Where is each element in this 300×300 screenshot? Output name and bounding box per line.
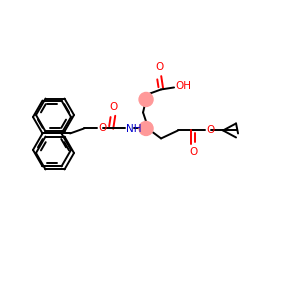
- Text: O: O: [155, 62, 163, 73]
- Circle shape: [139, 92, 153, 106]
- Circle shape: [139, 122, 153, 136]
- Text: O: O: [109, 103, 117, 112]
- Text: NH: NH: [126, 124, 142, 134]
- Text: O: O: [206, 125, 214, 136]
- Text: O: O: [189, 148, 197, 158]
- Text: OH: OH: [175, 82, 191, 92]
- Text: O: O: [98, 124, 106, 134]
